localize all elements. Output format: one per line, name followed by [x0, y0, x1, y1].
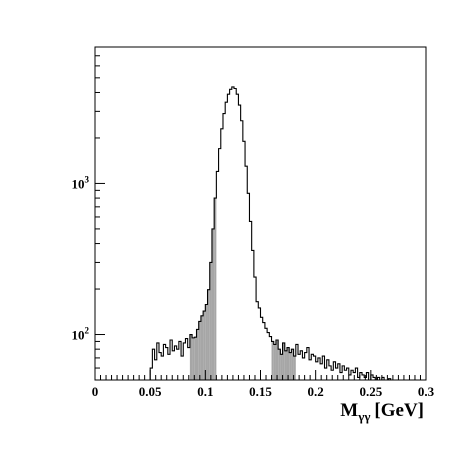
sideband-regions	[189, 198, 296, 380]
y-tick-labels: 102 103	[72, 174, 90, 342]
shaded-bin	[273, 344, 276, 380]
x-tick-labels: 0 0.05 0.1 0.15 0.2 0.25 0.3	[92, 384, 435, 399]
shaded-bin	[200, 315, 204, 380]
shaded-bin	[203, 311, 206, 380]
histogram-line-layer	[149, 86, 426, 381]
x-tick-label: 0.1	[197, 384, 213, 399]
shaded-bin	[194, 337, 197, 380]
shaded-bin	[214, 198, 217, 380]
x-axis-title: Mγγ [GeV]	[340, 400, 424, 424]
shaded-bin	[282, 342, 285, 380]
shaded-bin	[196, 329, 199, 380]
shaded-bin	[198, 321, 201, 380]
y-axis-ticks	[95, 46, 105, 381]
x-axis-ticks	[94, 370, 427, 380]
shaded-bin	[207, 289, 210, 380]
y-tick-label: 103	[72, 174, 90, 191]
shaded-bin	[275, 339, 279, 380]
shaded-bin	[280, 354, 283, 380]
shaded-bin	[209, 262, 212, 380]
shaded-bin	[291, 349, 294, 380]
shaded-bin	[284, 350, 287, 380]
shaded-bin	[205, 304, 208, 380]
x-tick-label: 0.25	[359, 384, 382, 399]
x-tick-label: 0.05	[139, 384, 162, 399]
shaded-bin	[189, 334, 193, 380]
shaded-bin	[278, 349, 281, 380]
shaded-bin	[211, 228, 215, 380]
shaded-bin	[271, 341, 274, 380]
shaded-bin	[293, 356, 296, 380]
x-tick-label: 0	[92, 384, 99, 399]
x-tick-label: 0.15	[249, 384, 272, 399]
x-tick-label: 0.3	[418, 384, 435, 399]
x-tick-label: 0.2	[308, 384, 324, 399]
shaded-bin	[192, 337, 195, 380]
histogram-line	[149, 86, 426, 381]
y-tick-label: 102	[72, 326, 90, 343]
shaded-bin	[289, 352, 292, 380]
shaded-bin	[286, 347, 290, 380]
plot-frame	[94, 46, 427, 381]
